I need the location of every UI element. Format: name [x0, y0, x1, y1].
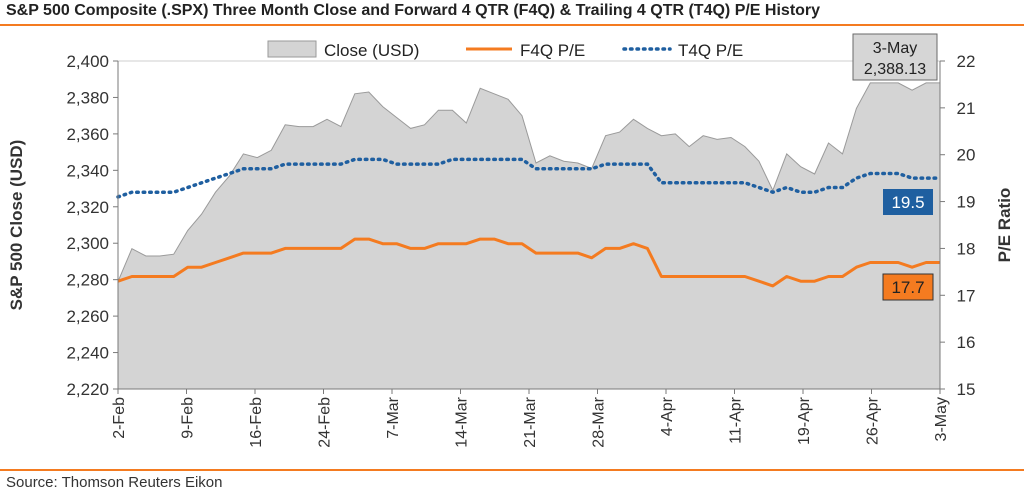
left-tick-label: 2,400: [66, 52, 109, 71]
last-close-callout-box: [852, 33, 938, 81]
legend-label-close: Close (USD): [324, 41, 419, 60]
x-tick-label: 14-Mar: [454, 396, 471, 447]
legend-layer: Close (USD) F4Q P/E T4Q P/E: [267, 40, 743, 60]
area-layer: [117, 82, 941, 390]
x-tick-label: 11-Apr: [728, 396, 745, 444]
right-tick-label: 15: [957, 380, 976, 399]
left-tick-label: 2,380: [66, 88, 109, 107]
right-tick-label: 16: [957, 333, 976, 352]
left-tick-label: 2,240: [66, 344, 109, 363]
t4q-last-label-box: [883, 189, 933, 215]
left-tick-label: 2,260: [66, 307, 109, 326]
right-tick-label: 22: [957, 52, 976, 71]
x-tick-label: 2-Feb: [111, 397, 128, 439]
x-tick-label: 24-Feb: [317, 397, 334, 448]
legend-swatch-close: [267, 40, 317, 58]
line-layer: [116, 157, 942, 288]
x-tick-label: 26-Apr: [865, 396, 882, 445]
right-tick-label: 20: [957, 146, 976, 165]
x-tick-label: 4-Apr: [659, 396, 676, 436]
x-tick-label: 3-May: [933, 397, 950, 441]
right-tick-label: 17: [957, 286, 976, 305]
last-close-callout-value: 2,388.13: [864, 61, 926, 78]
legend-label-t4q: T4Q P/E: [678, 41, 743, 60]
left-tick-label: 2,360: [66, 125, 109, 144]
right-tick-label: 21: [957, 99, 976, 118]
x-tick-label: 21-Mar: [522, 396, 539, 447]
right-tick-label: 19: [957, 193, 976, 212]
annotation-layer: 3-May 2,388.13 19.5 17.7: [852, 33, 938, 301]
left-tick-label: 2,300: [66, 234, 109, 253]
y2-axis-title: P/E Ratio: [995, 188, 1014, 263]
x-tick-label: 16-Feb: [248, 397, 265, 448]
x-tick-label: 9-Feb: [180, 397, 197, 439]
source-rule: [0, 469, 1024, 471]
close-usd-area: [117, 82, 941, 390]
legend-label-f4q: F4Q P/E: [520, 41, 585, 60]
f4q-last-label: 17.7: [891, 278, 924, 297]
t4q-pe-line: [116, 157, 942, 199]
f4q-last-label-box: [882, 273, 934, 301]
left-tick-label: 2,340: [66, 161, 109, 180]
source-note: Source: Thomson Reuters Eikon: [6, 474, 223, 491]
x-tick-label: 19-Apr: [796, 396, 813, 445]
last-close-callout-date: 3-May: [873, 40, 917, 57]
title-rule: [0, 24, 1024, 26]
chart-title: S&P 500 Composite (.SPX) Three Month Clo…: [6, 2, 821, 19]
x-tick-label: 7-Mar: [385, 396, 402, 438]
axis-layer: 2,220 2,240 2,260 2,280 2,300 2,320 2,340 2,360…: [7, 52, 1014, 448]
right-tick-label: 18: [957, 239, 976, 258]
f4q-pe-line: [117, 237, 940, 288]
left-tick-label: 2,220: [66, 380, 109, 399]
t4q-last-label: 19.5: [891, 193, 924, 212]
y-axis-title: S&P 500 Close (USD): [7, 140, 26, 311]
left-tick-label: 2,320: [66, 198, 109, 217]
x-tick-label: 28-Mar: [591, 396, 608, 447]
left-tick-label: 2,280: [66, 271, 109, 290]
